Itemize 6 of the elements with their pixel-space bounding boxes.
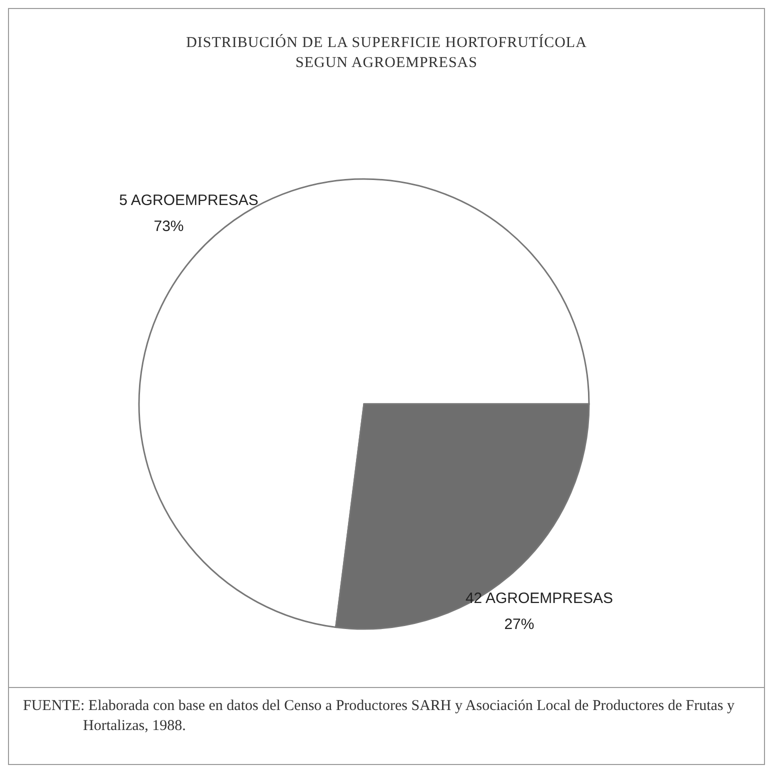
chart-title: DISTRIBUCIÓN DE LA SUPERFICIE HORTOFRUTÍCOLA SEGUN AGROEMPRESAS bbox=[185, 33, 588, 73]
data-label: 27% bbox=[504, 616, 534, 633]
slice-label: 5 AGROEMPRESAS bbox=[119, 192, 258, 210]
data-label: 73% bbox=[154, 218, 184, 236]
source-note: FUENTE: Elaborada con base en datos del Censo a Productores SARH y Asociación Local de Productores de Frutas y Hortalizas, 1988. bbox=[23, 697, 736, 736]
slice-label: 42 AGROEMPRESAS bbox=[465, 590, 614, 607]
